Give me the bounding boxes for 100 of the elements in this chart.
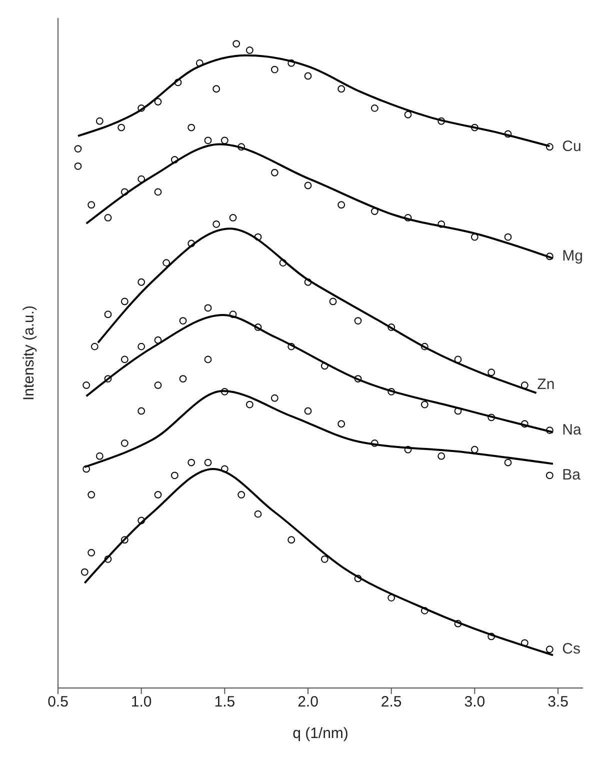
point [88,491,96,498]
point [470,124,478,132]
point [179,317,187,324]
point [504,233,512,241]
point [288,536,296,544]
point [304,407,312,415]
point [454,407,462,415]
x-tick-label: 2.5 [380,694,402,711]
point [320,362,328,370]
point [454,620,462,628]
x-axis-title: q (1/nm) [292,725,348,742]
point [229,310,237,318]
point [238,491,246,498]
point [118,124,126,132]
x-tick-label: 1.0 [130,694,152,711]
point [304,278,312,286]
x-tick-label: 3.5 [548,694,568,711]
point [404,446,412,454]
point [162,259,170,267]
point [546,143,554,151]
x-tick-label: 3.0 [464,694,486,711]
point [304,72,312,80]
point [154,336,162,344]
point [504,130,512,138]
point [504,458,512,466]
point [104,214,112,222]
point [196,59,204,67]
point [154,491,162,498]
point [212,220,220,228]
point [120,536,128,544]
point [104,310,112,318]
point [254,324,262,331]
point [520,420,528,428]
point [179,375,187,382]
point [546,426,554,434]
point [520,382,528,389]
point [488,414,496,422]
point [229,214,237,222]
point [338,85,346,93]
x-tick-label: 0.5 [48,694,68,711]
point [212,85,220,93]
point [232,40,240,48]
point [104,555,112,563]
point [438,220,446,228]
point [204,356,212,364]
point [74,145,82,152]
point [120,188,128,196]
point [220,465,228,473]
point [520,639,528,647]
point [90,342,98,350]
point [246,46,254,54]
point [420,400,428,408]
point [220,388,228,396]
point [438,117,446,125]
series-label: Zn [537,376,555,394]
point [370,439,378,447]
point [546,646,554,654]
point [188,458,196,466]
point [104,375,112,382]
point [138,175,146,183]
point [120,298,128,306]
point [138,342,146,350]
point [354,317,362,324]
point [170,156,178,164]
point [338,201,346,209]
point [370,208,378,215]
point [88,549,96,556]
point [88,201,96,209]
point [174,78,182,86]
point [320,555,328,563]
point [454,356,462,364]
point [74,162,82,170]
point [138,278,146,286]
point [96,117,104,125]
point [338,420,346,428]
point [254,233,262,241]
point [354,574,362,582]
point [546,252,554,260]
point [170,472,178,480]
series-label: Na [562,421,582,438]
point [138,407,146,415]
point [304,182,312,190]
point [188,124,196,132]
point [270,168,278,176]
point [204,458,212,466]
point [220,136,228,144]
point [270,66,278,74]
point [388,594,396,602]
point [438,452,446,460]
x-tick-label: 2.0 [298,694,318,711]
point [270,394,278,402]
point [470,233,478,241]
point [288,59,296,67]
point [154,98,162,106]
point [488,632,496,640]
series-label: Mg [562,247,584,264]
point [279,259,287,267]
point [154,188,162,196]
point [154,382,162,389]
point [329,298,337,306]
